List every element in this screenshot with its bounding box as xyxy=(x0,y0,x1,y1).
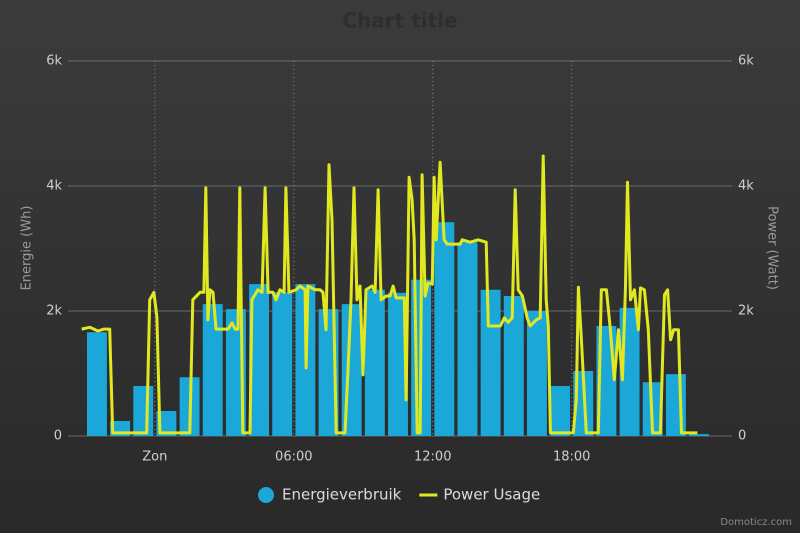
bar xyxy=(388,292,408,436)
y2-tick-label: 6k xyxy=(738,54,754,69)
legend-label: Energieverbruik xyxy=(282,486,402,504)
y2-tick-label: 2k xyxy=(738,304,754,319)
legend-label: Power Usage xyxy=(443,486,540,504)
y2-tick-label: 4k xyxy=(738,179,754,194)
bar xyxy=(434,222,455,436)
y2-tick-label: 0 xyxy=(738,429,746,444)
watermark: Domoticz.com xyxy=(720,517,792,528)
y-tick-label: 0 xyxy=(54,429,62,444)
bar xyxy=(665,374,686,436)
bar xyxy=(156,411,177,436)
bar xyxy=(689,434,710,436)
bar xyxy=(526,311,547,436)
bar xyxy=(480,289,501,436)
x-tick-label: Zon xyxy=(142,450,167,465)
bar xyxy=(249,284,270,436)
bar xyxy=(457,242,478,436)
bar xyxy=(133,386,154,436)
bar xyxy=(364,289,385,436)
bar xyxy=(503,296,524,436)
bar xyxy=(86,332,107,436)
y-tick-label: 6k xyxy=(46,54,62,69)
y-tick-label: 2k xyxy=(46,304,62,319)
bar xyxy=(272,292,293,436)
y-axis-label: Energie (Wh) xyxy=(20,206,35,291)
y-tick-label: 4k xyxy=(46,179,62,194)
line xyxy=(81,154,698,435)
x-tick-label: 12:00 xyxy=(414,450,451,465)
bar xyxy=(550,386,571,436)
x-tick-label: 06:00 xyxy=(275,450,312,465)
bar xyxy=(202,304,223,436)
chart-title: Chart title xyxy=(342,9,457,33)
x-tick-label: 18:00 xyxy=(553,450,590,465)
legend-marker xyxy=(258,487,274,503)
y2-axis-label: Power (Watt) xyxy=(765,206,780,290)
